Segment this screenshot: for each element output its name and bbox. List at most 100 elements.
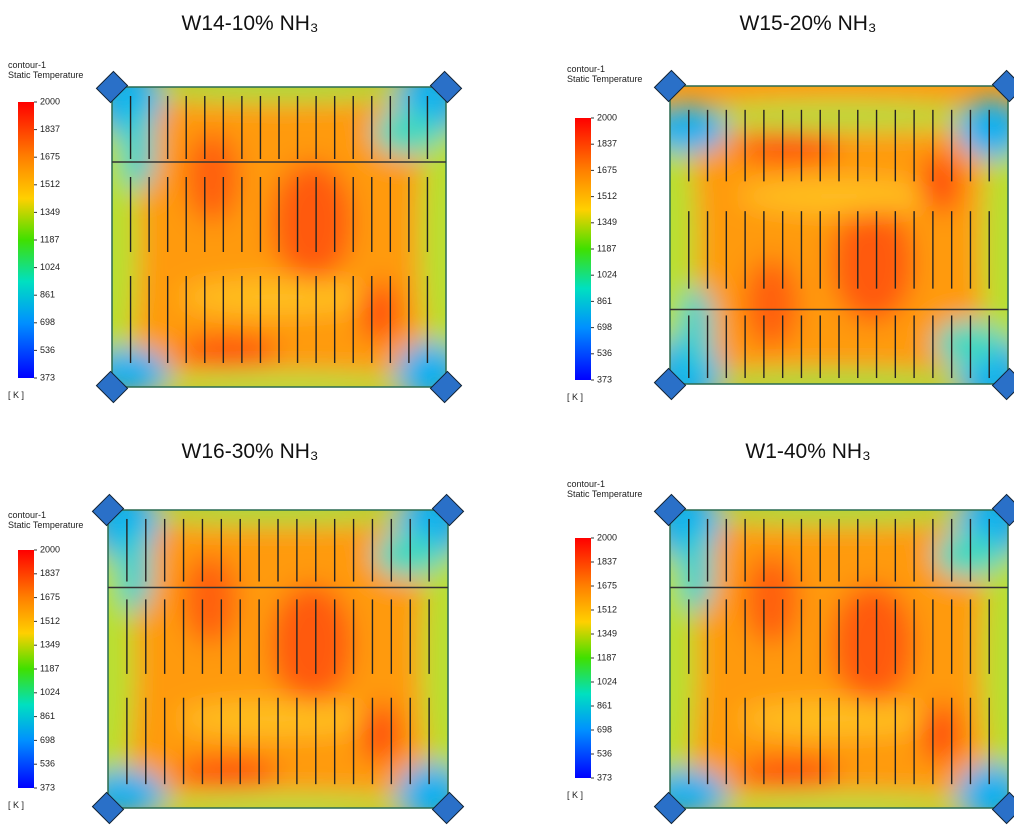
contour-region — [185, 132, 239, 222]
contour-region — [112, 87, 446, 102]
colorbar-label: 2000 — [40, 96, 60, 106]
contour-region — [108, 510, 448, 525]
colorbar-label: 1837 — [597, 556, 617, 566]
colorbar-label: 1187 — [597, 652, 616, 662]
colorbar-label: 536 — [597, 748, 612, 758]
colorbar-label: 373 — [40, 372, 55, 382]
colorbar-label: 1675 — [597, 165, 617, 175]
legend-variable: Static Temperature — [8, 520, 83, 530]
colorbar-label: 1512 — [597, 604, 617, 614]
contour-region — [112, 348, 169, 387]
corner-nozzle — [431, 791, 465, 825]
furnace-wall — [669, 85, 1009, 385]
corner-nozzle — [653, 493, 687, 527]
colorbar-label: 536 — [597, 348, 612, 358]
corner-nozzle — [91, 493, 125, 527]
contour-region — [737, 178, 941, 215]
colorbar-label: 861 — [597, 296, 612, 306]
contour-region — [182, 554, 238, 645]
colorbar-label: 1024 — [597, 676, 617, 686]
corner-nozzle — [653, 367, 687, 401]
furnace-wall — [669, 509, 1009, 809]
contour-region — [372, 108, 440, 156]
colorbar-label: 1675 — [40, 592, 60, 602]
contour-region — [744, 258, 799, 349]
contour-region — [933, 319, 1002, 368]
contour-region — [980, 100, 1008, 384]
colorbar-label: 698 — [40, 317, 55, 327]
colorbar-label: 536 — [40, 345, 55, 355]
legend-variable: Static Temperature — [567, 489, 642, 499]
colorbar-label: 1837 — [597, 139, 617, 149]
furnace-wall — [111, 86, 447, 388]
contour-region — [670, 769, 728, 808]
corner-nozzle — [653, 69, 687, 103]
contour-region — [737, 757, 839, 788]
contour-region — [980, 510, 1008, 808]
colorbar-label: 1187 — [40, 234, 59, 244]
panel-title: W14-10% NH₃ — [182, 12, 319, 35]
colorbar-label: 1349 — [40, 640, 60, 650]
contour-region — [680, 285, 714, 376]
colorbar-label: 1349 — [597, 217, 617, 227]
corner-nozzle — [91, 791, 125, 825]
colorbar-label: 536 — [40, 759, 55, 769]
contour-region — [670, 793, 1008, 808]
contour-region — [108, 793, 448, 808]
colorbar-label: 373 — [597, 772, 612, 782]
legend-unit: [ K ] — [567, 790, 583, 800]
contour-blobs — [670, 86, 1008, 384]
furnace-wall — [107, 509, 449, 809]
contour-region — [737, 133, 839, 163]
legend-variable: Static Temperature — [567, 74, 642, 84]
contour-region — [112, 372, 446, 387]
corner-nozzle — [991, 493, 1014, 527]
colorbar-label: 1187 — [597, 243, 616, 253]
contour — [670, 510, 1008, 808]
colorbar-label: 861 — [597, 700, 612, 710]
contour-region — [933, 530, 1002, 579]
contour-region — [670, 510, 1008, 525]
contour-region — [920, 703, 961, 764]
panel-title: W16-30% NH₃ — [182, 440, 319, 463]
colorbar-label: 1349 — [40, 207, 60, 217]
contour-region — [420, 510, 448, 808]
colorbar-label: 1187 — [40, 663, 59, 673]
legend-name: contour-1 — [8, 510, 46, 520]
colorbar-label: 1024 — [40, 687, 60, 697]
colorbar-label: 1675 — [597, 580, 617, 590]
contour-region — [373, 530, 442, 579]
legend-unit: [ K ] — [567, 392, 583, 402]
corner-nozzle — [991, 791, 1014, 825]
colorbar-label: 698 — [40, 735, 55, 745]
contour — [670, 86, 1008, 384]
corner-nozzle — [429, 370, 463, 404]
contour-region — [680, 524, 714, 615]
contour-region — [122, 102, 156, 192]
corner-nozzle — [431, 493, 465, 527]
colorbar-label: 1837 — [40, 124, 60, 134]
colorbar — [575, 538, 591, 778]
colorbar-label: 861 — [40, 290, 55, 300]
panel-title: W1-40% NH₃ — [745, 440, 870, 463]
legend-name: contour-1 — [567, 64, 605, 74]
contour-region — [832, 203, 914, 323]
colorbar-label: 2000 — [40, 544, 60, 554]
contour-region — [176, 757, 278, 788]
contour-region — [744, 554, 799, 645]
colorbar — [18, 550, 34, 788]
corner-nozzle — [991, 367, 1014, 401]
corner-nozzle — [95, 70, 129, 104]
legend-name: contour-1 — [567, 479, 605, 489]
contour-region — [271, 584, 353, 704]
legend-unit: [ K ] — [8, 800, 24, 810]
colorbar-label: 1024 — [597, 270, 617, 280]
contour-blobs — [670, 510, 1008, 808]
colorbar-label: 861 — [40, 711, 55, 721]
contour-region — [832, 584, 914, 704]
